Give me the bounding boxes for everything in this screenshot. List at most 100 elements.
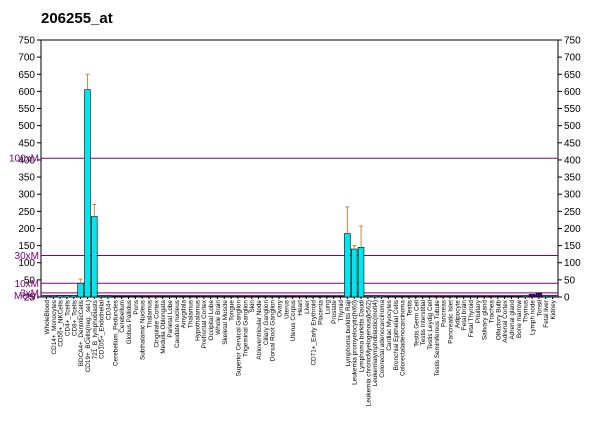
bar xyxy=(241,296,248,298)
y-tick-label-left: 50 xyxy=(24,275,36,286)
bar xyxy=(180,296,187,298)
bar xyxy=(446,296,454,298)
chart-title: 206255_at xyxy=(41,10,113,27)
x-tick-label: Cingulate Cortex xyxy=(153,299,160,347)
x-tick-label: Superior Cervical Ganglion xyxy=(235,300,242,377)
y-tick-label-right: 450 xyxy=(564,138,581,149)
bar xyxy=(77,282,84,298)
y-tick-label-left: 350 xyxy=(18,173,35,184)
x-tick-label: Uterus Corpus xyxy=(290,300,297,341)
bar xyxy=(480,296,488,298)
x-tick-label: Kidney xyxy=(550,299,557,319)
x-tick-label: Atrioventricular Node xyxy=(256,300,263,360)
x-tick-label: Bronchial Epithelial Cells xyxy=(393,300,400,370)
bar xyxy=(398,296,406,298)
bar xyxy=(501,296,508,298)
bar xyxy=(227,296,235,298)
bar xyxy=(200,296,207,298)
bar xyxy=(118,296,125,298)
bar xyxy=(289,296,296,298)
bar xyxy=(344,233,351,298)
bar xyxy=(63,295,71,298)
x-tick-label: Liver xyxy=(304,299,311,314)
y-tick-label-left: 650 xyxy=(18,70,35,81)
x-tick-label: Lung xyxy=(324,300,331,315)
bar xyxy=(221,296,228,298)
bar xyxy=(145,296,153,298)
x-tick-label: Cerebellum xyxy=(119,300,126,333)
y-tick-label-left: 550 xyxy=(18,104,35,115)
x-tick-label: Ovary xyxy=(276,299,283,317)
y-tick-label-right: 400 xyxy=(564,155,581,166)
x-tick-label: Caudate nucleus xyxy=(174,300,181,348)
x-tick-label: Testis Leydig Cell xyxy=(427,300,434,350)
y-tick-label-right: 150 xyxy=(564,241,581,252)
y-tick-label-right: 550 xyxy=(564,104,581,115)
bar xyxy=(193,296,201,298)
bar xyxy=(371,295,378,298)
bar xyxy=(173,296,180,298)
x-tick-label: Pancreas xyxy=(441,300,448,327)
bar xyxy=(467,296,474,298)
x-tick-label: Lymphoma burkitts Daudi xyxy=(359,300,366,372)
y-tick-label-left: 400 xyxy=(18,155,35,166)
x-tick-label: Testis Seminiferous Tubule xyxy=(434,300,441,377)
bar xyxy=(104,295,112,298)
bar xyxy=(91,216,98,298)
bar xyxy=(535,292,543,298)
x-tick-label: Salivary gland xyxy=(482,300,489,341)
bar xyxy=(309,296,317,298)
x-tick-label: Trachea xyxy=(489,300,496,324)
x-tick-label: Testis Interstitial xyxy=(420,300,427,345)
bar xyxy=(357,247,365,298)
bar xyxy=(419,296,426,298)
x-tick-label: Prostate xyxy=(331,300,338,324)
bar xyxy=(330,296,337,298)
x-tick-label: Thymus xyxy=(523,300,530,323)
x-tick-label: Testis xyxy=(406,300,413,316)
y-tick-label-left: 500 xyxy=(18,121,35,132)
x-tick-label: CD14+_Monocytes xyxy=(51,300,58,355)
y-tick-label-right: 200 xyxy=(564,224,581,235)
y-tick-label-right: 700 xyxy=(564,53,581,64)
bar xyxy=(378,295,385,298)
y-tick-label-right: 600 xyxy=(564,87,581,98)
bar xyxy=(255,296,262,298)
x-tick-label: Uterus xyxy=(283,300,290,319)
x-tick-label: Leukemia promyelocytic(hl60) xyxy=(352,300,359,385)
bar xyxy=(84,89,91,298)
x-tick-label: Cardiac Myocytes xyxy=(386,300,393,351)
bar xyxy=(494,296,502,298)
x-tick-label: Dorsal Root Ganglion xyxy=(270,300,277,362)
x-tick-label: Skin xyxy=(249,300,256,313)
x-tick-label: Leukemia chronicMyelogenous(k562) xyxy=(365,300,372,406)
bar xyxy=(542,295,549,298)
x-tick-label: Tongue xyxy=(229,300,236,321)
y-tick-label-left: 200 xyxy=(18,224,35,235)
x-tick-label: CD105+_Endothelial xyxy=(99,300,106,359)
x-tick-label: Medulla Oblongata xyxy=(160,300,167,354)
x-tick-label: Whole Brain xyxy=(215,300,222,335)
bar xyxy=(323,296,331,298)
x-tick-label: Colorectal adenocarcinoma xyxy=(379,300,386,378)
x-tick-label: CD34+ xyxy=(105,300,112,320)
bar xyxy=(296,296,303,298)
x-tick-label: Cerebellum_Peduncles xyxy=(112,300,119,366)
x-tick-label: CD8+_Tcells xyxy=(71,300,78,336)
y-tick-label-right: 50 xyxy=(564,275,576,286)
y-tick-label-left: 750 xyxy=(18,36,35,47)
bar xyxy=(549,295,556,298)
bar xyxy=(111,296,119,298)
x-tick-label: Tonsil xyxy=(536,300,543,316)
x-tick-label: Prefrontal Cortex xyxy=(201,299,208,348)
x-tick-label: CD4+_Tcells xyxy=(64,300,71,336)
x-tick-label: Pancreatic Islet xyxy=(447,300,454,344)
reference-line-label: 10xM xyxy=(15,279,39,290)
x-tick-label: Colorectaladenocarcinoma xyxy=(400,300,407,376)
y-tick-label-right: 250 xyxy=(564,207,581,218)
x-tick-label: Lymph node xyxy=(530,300,537,335)
y-tick-label-left: 700 xyxy=(18,53,35,64)
y-tick-label-right: 350 xyxy=(564,173,581,184)
bar xyxy=(460,296,467,298)
